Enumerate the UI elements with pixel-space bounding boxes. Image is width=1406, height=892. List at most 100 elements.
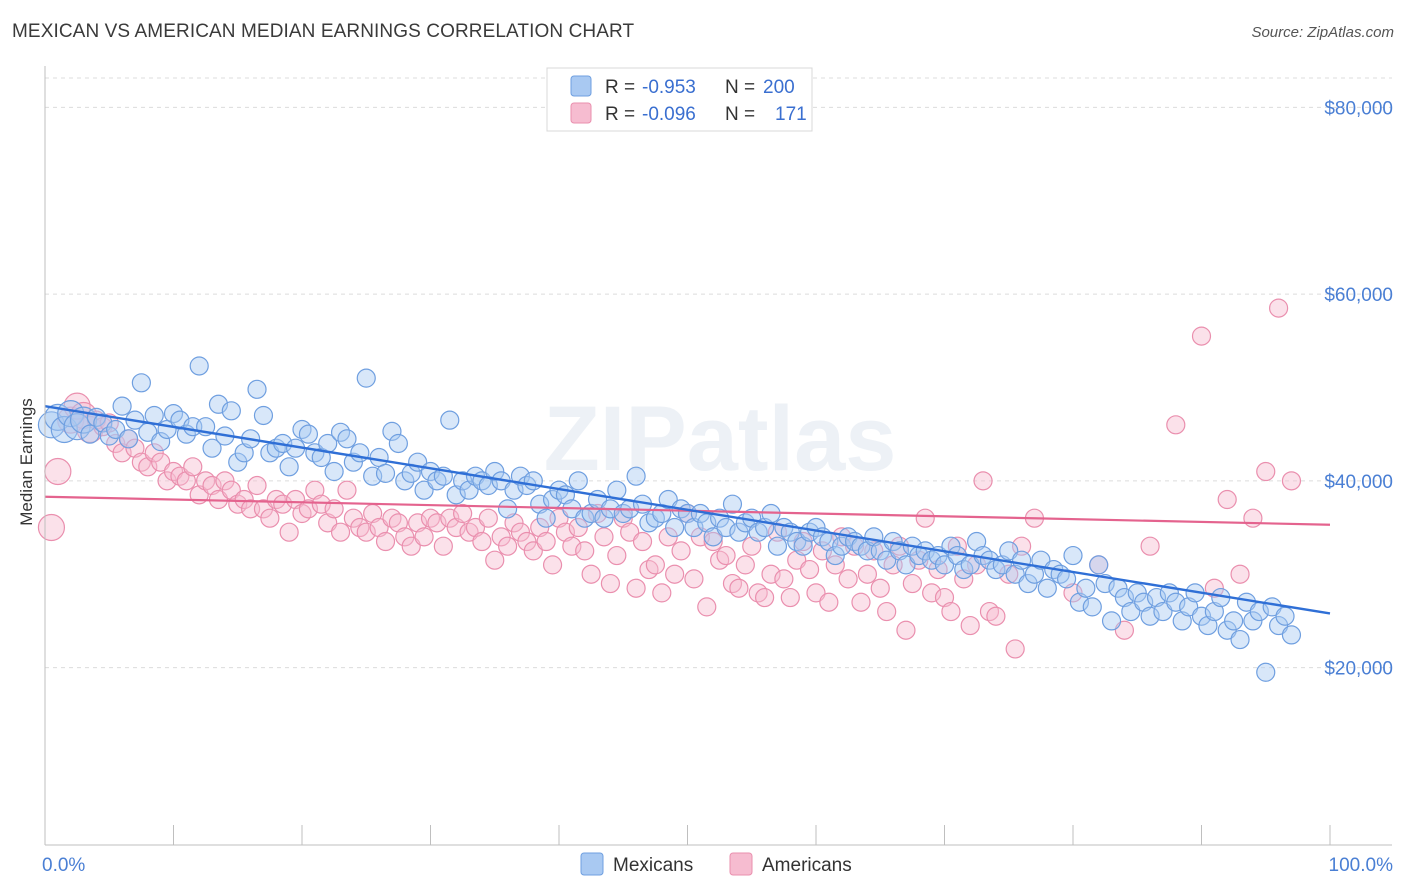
americans-point (279, 522, 299, 542)
americans-point (138, 457, 158, 477)
series-legend: Mexicans Americans (580, 852, 852, 876)
americans-point (607, 545, 627, 566)
americans-point (684, 569, 704, 589)
mexicans-point (253, 405, 274, 426)
americans-point (472, 531, 492, 552)
y-tick-label-3: $80,000 (1324, 98, 1393, 119)
americans-point (1281, 471, 1302, 491)
mexicans-point (112, 396, 132, 416)
americans-point (1191, 326, 1212, 346)
americans-point (388, 513, 408, 533)
y-tick-labels: $20,000 $40,000 $60,000 $80,000 (1324, 98, 1393, 679)
americans-point (504, 513, 524, 533)
mexicans-point (382, 421, 402, 441)
mexicans-point (1198, 615, 1218, 636)
mexicans-point (1031, 550, 1051, 570)
mexicans-point (889, 541, 910, 561)
americans-point (1140, 536, 1160, 556)
americans-point (857, 564, 878, 584)
mexicans-point (189, 356, 209, 376)
legend-r-label-2: R = (605, 104, 635, 125)
mexicans-point (279, 457, 299, 477)
americans-point (645, 555, 665, 575)
americans-point (902, 573, 922, 594)
americans-point (620, 522, 640, 542)
mexicans-point (684, 517, 704, 538)
mexicans-point (1230, 629, 1250, 650)
legend-n-label-1: N = (725, 77, 755, 98)
mexicans-point (1179, 597, 1199, 617)
watermark: ZIPatlas (544, 388, 897, 490)
mexicans-point (221, 401, 241, 421)
americans-point (151, 452, 171, 472)
americans-point (234, 489, 254, 510)
mexicans-point (298, 424, 319, 444)
americans-point (273, 494, 293, 514)
americans-points (37, 298, 1302, 659)
americans-point (703, 531, 723, 552)
americans-point (485, 550, 505, 570)
mexicans-point (703, 527, 723, 547)
americans-point (697, 597, 717, 617)
mexicans-point (1005, 564, 1025, 584)
mexicans-point (388, 433, 408, 454)
y-tick-label-0: $20,000 (1324, 659, 1393, 680)
americans-point (941, 601, 961, 622)
americans-point (568, 517, 588, 538)
americans-point (395, 527, 415, 547)
mexicans-point (658, 489, 678, 510)
legend-n-value-1: 200 (763, 77, 795, 98)
americans-point (433, 536, 453, 556)
americans-point (1256, 461, 1276, 482)
americans-point (401, 536, 421, 556)
mexicans-point (1011, 550, 1032, 570)
mexicans-point (395, 471, 415, 491)
americans-point (285, 489, 306, 510)
americans-point (896, 620, 916, 640)
americans-point (215, 471, 235, 491)
mexicans-point (767, 536, 788, 556)
americans-point (1230, 564, 1250, 584)
americans-point (838, 569, 858, 589)
americans-point (44, 457, 72, 486)
bottom-legend-swatch-americans (729, 852, 753, 876)
americans-point (369, 517, 389, 538)
americans-point (1204, 578, 1224, 598)
mexicans-point (1166, 592, 1186, 612)
americans-point (594, 527, 614, 547)
americans-point (530, 517, 550, 538)
americans-point (446, 517, 466, 538)
americans-point (761, 564, 781, 584)
mexicans-point (1076, 578, 1096, 598)
mexicans-point (375, 463, 396, 483)
mexicans-point (825, 545, 845, 566)
americans-point (375, 531, 396, 552)
americans-point (536, 531, 556, 552)
americans-point (812, 541, 833, 561)
bottom-legend-mexicans: Mexicans (613, 855, 693, 876)
americans-point (742, 536, 762, 556)
americans-point (427, 513, 447, 533)
americans-point (144, 443, 164, 463)
x-tick-label-0: 0.0% (42, 855, 85, 876)
americans-point (555, 522, 576, 542)
y-tick-label-1: $40,000 (1324, 472, 1393, 493)
americans-point (665, 564, 685, 584)
americans-point (960, 615, 980, 636)
americans-point (934, 587, 955, 608)
americans-point (343, 508, 363, 528)
americans-point (1011, 536, 1032, 556)
americans-point (999, 564, 1019, 584)
americans-point (787, 550, 807, 570)
mexicans-point (1018, 573, 1038, 594)
mexicans-point (1191, 606, 1212, 626)
americans-point (1114, 620, 1135, 640)
americans-point (658, 527, 678, 547)
mexicans-point (999, 541, 1019, 561)
mexicans-point (1268, 615, 1289, 636)
americans-point (1005, 639, 1025, 659)
correlation-legend: R = -0.953 N = 200 R = -0.096 N = 171 (546, 67, 813, 132)
legend-r-value-2: -0.096 (642, 104, 696, 125)
americans-point (260, 508, 280, 528)
bottom-legend-americans: Americans (762, 855, 852, 876)
